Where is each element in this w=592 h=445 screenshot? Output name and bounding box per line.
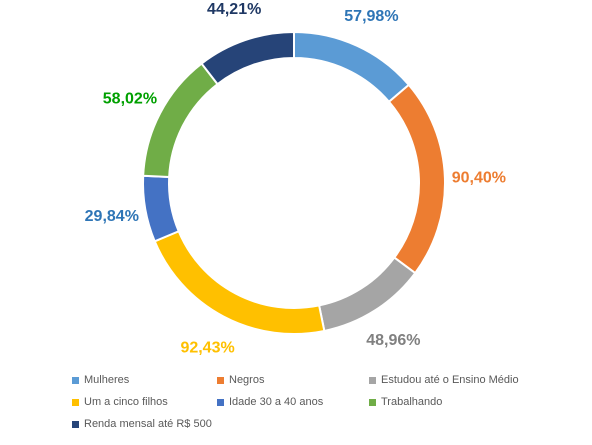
slice-2 <box>387 83 446 275</box>
slice-3 <box>317 256 417 333</box>
legend-item-3: Estudou até o Ensino Médio <box>369 374 519 386</box>
data-label-5: 29,84% <box>85 208 139 225</box>
slice-7 <box>200 30 295 86</box>
slice-4 <box>153 229 326 335</box>
legend-swatch <box>369 398 376 406</box>
legend-swatch <box>217 398 224 406</box>
legend-swatch <box>217 376 224 384</box>
slice-6 <box>142 62 219 179</box>
legend-swatch <box>72 398 79 406</box>
legend-label: Mulheres <box>84 374 130 386</box>
legend-item-4: Um a cinco filhos <box>72 396 168 408</box>
slice-5 <box>142 174 180 243</box>
data-label-2: 90,40% <box>452 170 506 187</box>
legend-label: Estudou até o Ensino Médio <box>381 374 519 386</box>
legend-item-7: Renda mensal até R$ 500 <box>72 418 212 430</box>
legend-item-6: Trabalhando <box>369 396 442 408</box>
chart-slices <box>142 30 446 335</box>
legend-label: Trabalhando <box>381 396 443 408</box>
legend-label: Idade 30 a 40 anos <box>229 396 324 408</box>
data-label-3: 48,96% <box>366 332 420 349</box>
legend-swatch <box>369 376 376 384</box>
data-label-1: 57,98% <box>344 8 398 25</box>
data-label-4: 92,43% <box>180 340 234 357</box>
slice-1 <box>293 30 411 104</box>
legend-label: Um a cinco filhos <box>84 396 168 408</box>
legend-label: Negros <box>229 374 265 386</box>
legend-swatch <box>72 420 79 428</box>
legend-label: Renda mensal até R$ 500 <box>84 418 212 430</box>
chart-data-labels: 57,98% 90,40% 48,96% 92,43% 29,84% 58,02% 44,2… <box>85 1 506 357</box>
data-label-6: 58,02% <box>103 91 157 108</box>
legend-item-5: Idade 30 a 40 anos <box>217 396 323 408</box>
data-label-7: 44,21% <box>207 1 261 18</box>
legend-swatch <box>72 376 79 384</box>
legend-item-2: Negros <box>217 374 264 386</box>
legend-item-1: Mulheres <box>72 374 129 386</box>
